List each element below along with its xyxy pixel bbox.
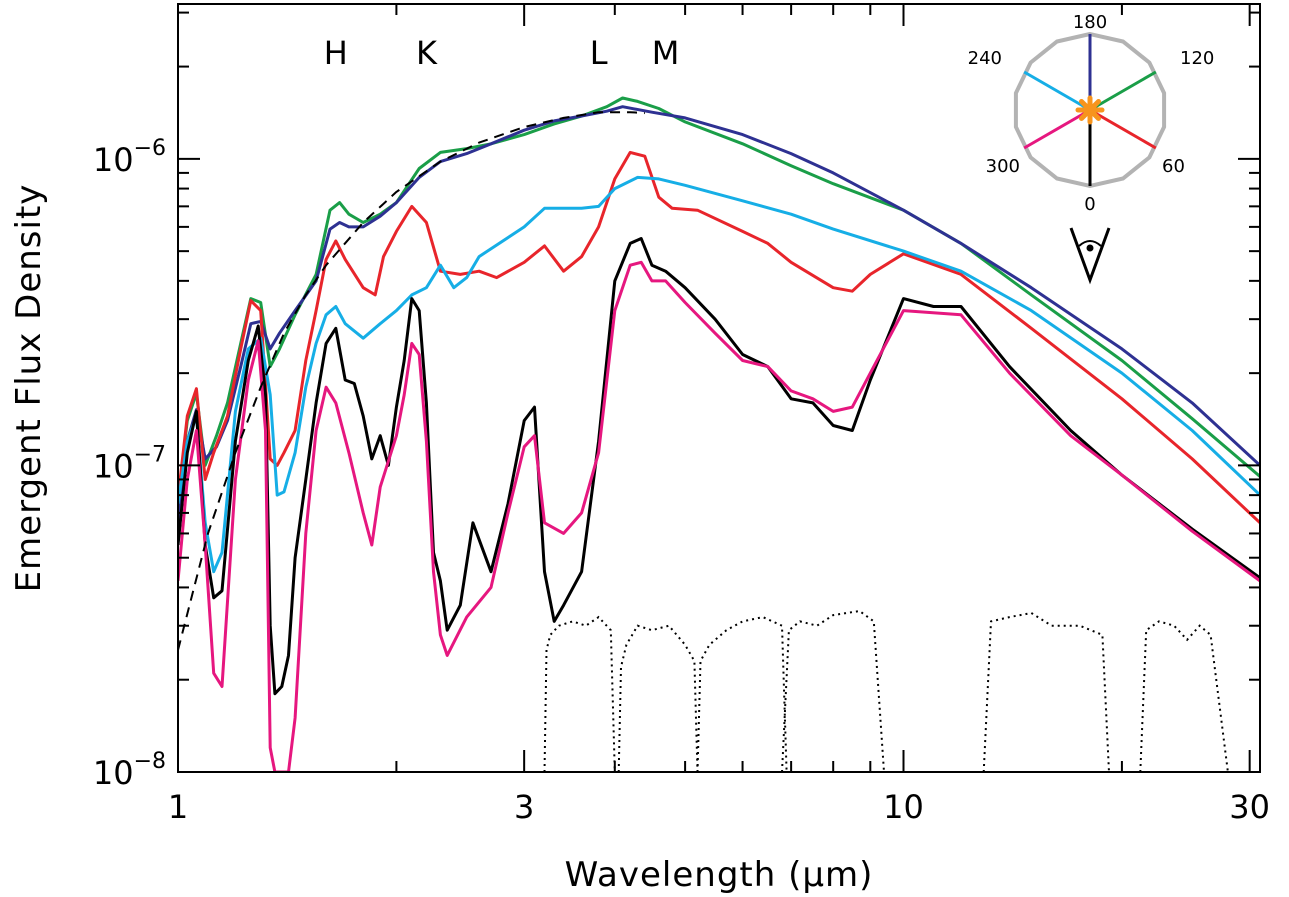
series-line-phase-0 [178, 237, 1260, 696]
tick-labels: 1 3 10 30 10−8 10−7 10−6 [93, 136, 1270, 826]
filter-curve-filter_4 [781, 609, 885, 772]
inset-spoke-300 [1023, 108, 1091, 150]
inset-label-180: 180 [1073, 12, 1107, 33]
inset-label-60: 60 [1162, 156, 1185, 177]
series-line-blackbody [178, 111, 645, 651]
plot-frame [177, 3, 1261, 773]
y-tick-label: 10−7 [93, 442, 166, 485]
axis-ticks [177, 4, 1260, 773]
x-tick-label: 30 [1229, 788, 1270, 826]
filter-curve-filter_2 [617, 624, 699, 772]
observer-eye-icon [1069, 227, 1111, 285]
x-tick-label: 10 [883, 788, 924, 826]
inset-spoke-60 [1089, 108, 1157, 150]
x-axis-title: Wavelength (μm) [565, 855, 874, 895]
series-line-phase-120 [178, 96, 1260, 501]
filter-curves [543, 609, 1229, 772]
y-axis-title: Emergent Flux Density [9, 184, 49, 593]
filter-curve-filter_1 [543, 615, 616, 772]
y-tick-label: 10−8 [93, 749, 166, 792]
inset-label-240: 240 [968, 48, 1002, 69]
inset-spoke-240 [1023, 70, 1091, 112]
inset-label-300: 300 [986, 156, 1020, 177]
data-series [178, 96, 1260, 772]
x-tick-label: 1 [168, 788, 188, 826]
band-label-h: H [324, 34, 348, 72]
series-line-phase-300 [178, 260, 1260, 772]
filter-curve-filter_6 [1139, 620, 1229, 772]
band-label-l: L [590, 34, 608, 72]
inset-spoke-120 [1089, 70, 1157, 112]
star-icon [1075, 95, 1105, 125]
phase-inset: 180 120 60 0 300 240 [968, 12, 1214, 285]
series-line-phase-240 [178, 175, 1260, 574]
filter-curve-filter_5 [982, 611, 1110, 772]
y-tick-label: 10−6 [93, 136, 166, 179]
x-tick-label: 3 [514, 788, 534, 826]
series-line-phase-180 [178, 105, 1260, 528]
inset-label-0: 0 [1084, 194, 1095, 215]
filter-curve-filter_3 [696, 616, 788, 772]
band-label-k: K [416, 34, 438, 72]
band-label-m: M [652, 34, 680, 72]
inset-label-120: 120 [1180, 48, 1214, 69]
